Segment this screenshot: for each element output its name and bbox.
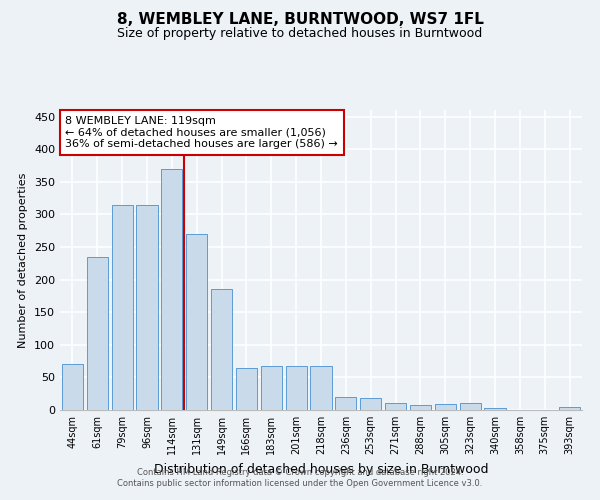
Bar [310, 366, 332, 410]
Text: 8, WEMBLEY LANE, BURNTWOOD, WS7 1FL: 8, WEMBLEY LANE, BURNTWOOD, WS7 1FL [116, 12, 484, 28]
Bar [410, 406, 431, 410]
Bar [161, 168, 182, 410]
Text: 8 WEMBLEY LANE: 119sqm
← 64% of detached houses are smaller (1,056)
36% of semi-: 8 WEMBLEY LANE: 119sqm ← 64% of detached… [65, 116, 338, 149]
Bar [87, 256, 108, 410]
X-axis label: Distribution of detached houses by size in Burntwood: Distribution of detached houses by size … [154, 462, 488, 475]
Bar [385, 404, 406, 410]
Bar [360, 398, 381, 410]
Text: Contains HM Land Registry data © Crown copyright and database right 2024.
Contai: Contains HM Land Registry data © Crown c… [118, 468, 482, 487]
Bar [186, 234, 207, 410]
Bar [484, 408, 506, 410]
Bar [335, 397, 356, 410]
Bar [559, 408, 580, 410]
Bar [136, 204, 158, 410]
Y-axis label: Number of detached properties: Number of detached properties [19, 172, 28, 348]
Bar [236, 368, 257, 410]
Bar [211, 290, 232, 410]
Bar [112, 204, 133, 410]
Bar [261, 366, 282, 410]
Bar [435, 404, 456, 410]
Bar [62, 364, 83, 410]
Bar [286, 366, 307, 410]
Text: Size of property relative to detached houses in Burntwood: Size of property relative to detached ho… [118, 28, 482, 40]
Bar [460, 404, 481, 410]
